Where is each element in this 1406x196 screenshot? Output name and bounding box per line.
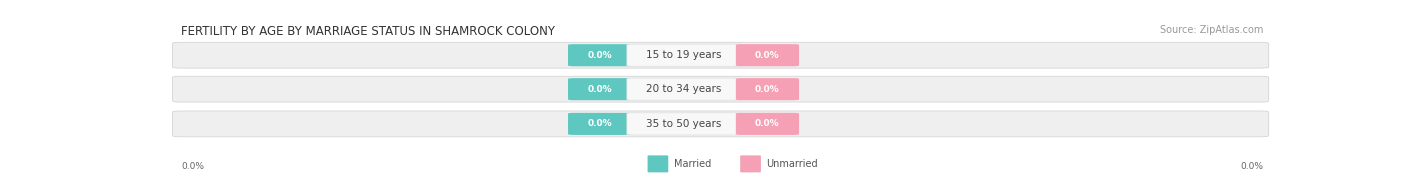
Text: 15 to 19 years: 15 to 19 years — [647, 50, 721, 60]
FancyBboxPatch shape — [173, 42, 1268, 68]
Text: 0.0%: 0.0% — [588, 51, 612, 60]
FancyBboxPatch shape — [627, 44, 741, 66]
FancyBboxPatch shape — [568, 113, 631, 135]
FancyBboxPatch shape — [740, 155, 761, 172]
Text: FERTILITY BY AGE BY MARRIAGE STATUS IN SHAMROCK COLONY: FERTILITY BY AGE BY MARRIAGE STATUS IN S… — [181, 25, 555, 38]
FancyBboxPatch shape — [627, 78, 741, 100]
FancyBboxPatch shape — [627, 113, 741, 135]
FancyBboxPatch shape — [173, 76, 1268, 102]
Text: 0.0%: 0.0% — [755, 119, 780, 128]
FancyBboxPatch shape — [735, 44, 799, 66]
Text: 35 to 50 years: 35 to 50 years — [647, 119, 721, 129]
Text: 0.0%: 0.0% — [755, 85, 780, 94]
Text: 0.0%: 0.0% — [1240, 162, 1263, 172]
Text: 0.0%: 0.0% — [755, 51, 780, 60]
FancyBboxPatch shape — [735, 78, 799, 100]
Text: Unmarried: Unmarried — [766, 159, 818, 169]
Text: 0.0%: 0.0% — [588, 119, 612, 128]
Text: 20 to 34 years: 20 to 34 years — [647, 84, 721, 94]
Text: 0.0%: 0.0% — [588, 85, 612, 94]
Text: Source: ZipAtlas.com: Source: ZipAtlas.com — [1160, 25, 1263, 35]
FancyBboxPatch shape — [173, 111, 1268, 137]
Text: 0.0%: 0.0% — [181, 162, 204, 172]
FancyBboxPatch shape — [648, 155, 668, 172]
Text: Married: Married — [673, 159, 711, 169]
FancyBboxPatch shape — [735, 113, 799, 135]
FancyBboxPatch shape — [568, 78, 631, 100]
FancyBboxPatch shape — [568, 44, 631, 66]
